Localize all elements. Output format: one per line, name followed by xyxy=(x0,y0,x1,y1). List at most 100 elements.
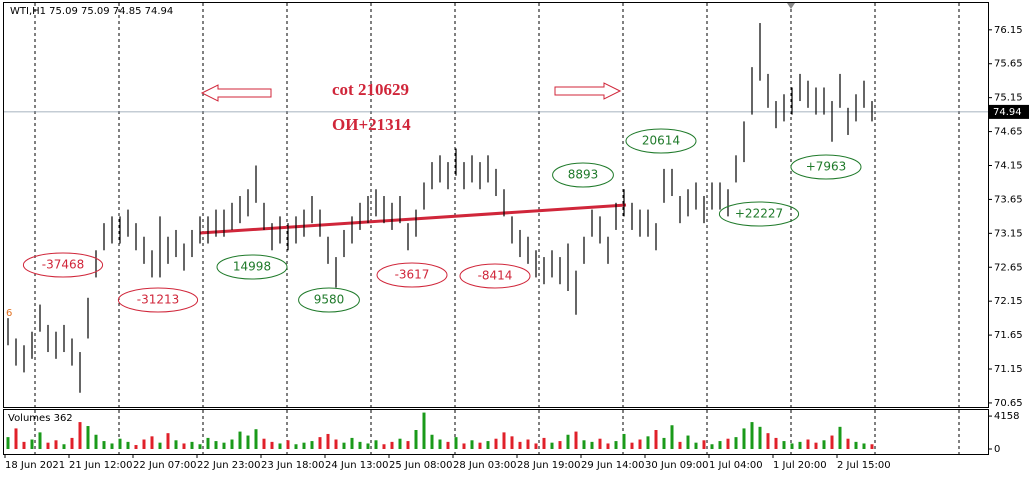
volume-bar xyxy=(286,440,290,449)
y-tick-label: 70.65 xyxy=(994,398,1023,409)
x-tick-label: 22 Jun 07:00 xyxy=(133,460,197,471)
volume-bar xyxy=(174,440,178,449)
volume-bar xyxy=(78,422,82,449)
annotation-label: 9580 xyxy=(314,293,345,307)
annotation-ellipse xyxy=(216,254,288,280)
volume-bar xyxy=(318,437,322,449)
volume-bar xyxy=(374,440,378,449)
volume-bar xyxy=(38,432,42,449)
volume-bar xyxy=(126,441,130,449)
trend-line xyxy=(199,203,627,235)
y-tick-label: 76.15 xyxy=(994,25,1023,36)
volume-bar xyxy=(486,441,490,449)
volume-bar xyxy=(510,436,514,449)
cot-note: cot 210629 xyxy=(332,80,409,99)
x-tick-label: 25 Jun 08:00 xyxy=(389,460,453,471)
volume-bar xyxy=(110,443,114,449)
volume-bar xyxy=(62,444,66,449)
volume-bar xyxy=(590,441,594,449)
annotation-label: 20614 xyxy=(642,134,680,148)
volume-bar xyxy=(710,444,714,449)
volume-bar xyxy=(6,437,10,449)
volume-bar xyxy=(774,437,778,449)
volume-bar xyxy=(358,441,362,449)
volume-bar xyxy=(294,444,298,449)
annotation-ellipse xyxy=(459,263,531,289)
volume-bar xyxy=(638,439,642,449)
volume-bar xyxy=(102,441,106,449)
chart-title: WTI,H1 75.09 75.09 74.85 74.94 xyxy=(10,6,173,17)
volume-bar xyxy=(142,439,146,449)
volume-bar xyxy=(262,438,266,449)
x-tick-label: 28 Jun 03:00 xyxy=(453,460,517,471)
volume-bar xyxy=(238,431,242,449)
x-tick-label: 21 Jun 12:00 xyxy=(69,460,133,471)
volume-bar xyxy=(198,444,202,449)
volume-bar xyxy=(550,442,554,449)
volume-bar xyxy=(310,441,314,449)
volume-bar xyxy=(182,443,186,449)
volume-bar xyxy=(422,412,426,449)
y-tick-label: 75.15 xyxy=(994,93,1023,104)
volume-bar xyxy=(494,438,498,449)
y-tick-label: 75.65 xyxy=(994,59,1023,70)
volume-bar xyxy=(654,430,658,449)
volume-title: Volumes 362 xyxy=(8,413,73,424)
volume-bar xyxy=(846,438,850,449)
annotation-ellipse xyxy=(376,262,448,288)
volume-bar xyxy=(646,436,650,449)
volume-bar xyxy=(206,437,210,449)
volume-bar xyxy=(158,442,162,449)
volume-bar xyxy=(30,439,34,449)
last-price-box xyxy=(989,104,1029,119)
volume-bar xyxy=(270,441,274,449)
oi-note: ОИ+21314 xyxy=(332,115,411,134)
volume-bar xyxy=(438,439,442,449)
volume-frame xyxy=(3,409,989,455)
volume-bar xyxy=(694,442,698,449)
arrow-left xyxy=(200,84,272,102)
volume-tick-label: 0 xyxy=(994,444,1000,455)
volume-bar xyxy=(278,443,282,449)
x-tick-label: 30 Jun 09:00 xyxy=(645,460,709,471)
volume-bar xyxy=(854,441,858,449)
volume-bar xyxy=(446,441,450,449)
volume-bar xyxy=(518,441,522,449)
volume-bar xyxy=(542,437,546,449)
last-price-label: 74.94 xyxy=(993,107,1022,118)
volume-bar xyxy=(566,434,570,449)
volume-bar xyxy=(862,443,866,449)
volume-bar xyxy=(246,435,250,449)
volume-bar xyxy=(398,438,402,449)
volume-bar xyxy=(134,445,138,449)
volume-bar xyxy=(454,437,458,449)
volume-bar xyxy=(350,437,354,449)
annotation-label: -31213 xyxy=(137,293,180,307)
volume-bar xyxy=(414,430,418,449)
volume-bar xyxy=(254,429,258,449)
volume-bar xyxy=(686,435,690,449)
volume-bar xyxy=(86,426,90,449)
y-tick-label: 73.65 xyxy=(994,194,1023,205)
x-tick-label: 24 Jun 13:00 xyxy=(325,460,389,471)
volume-bar xyxy=(766,433,770,449)
volume-bar xyxy=(870,444,874,449)
volume-bar xyxy=(718,441,722,449)
volume-bar xyxy=(750,422,754,449)
volume-bar xyxy=(830,435,834,449)
x-tick-label: 1 Jul 04:00 xyxy=(709,460,763,471)
volume-bar xyxy=(342,442,346,449)
volume-bar xyxy=(734,437,738,449)
x-tick-label: 2 Jul 15:00 xyxy=(837,460,891,471)
y-tick-label: 71.65 xyxy=(994,330,1023,341)
x-tick-label: 22 Jun 23:00 xyxy=(197,460,261,471)
volume-bar xyxy=(782,441,786,449)
volume-bar xyxy=(630,442,634,449)
day-separators xyxy=(34,3,960,454)
annotation-label: -8414 xyxy=(478,269,513,283)
volume-bar xyxy=(462,443,466,449)
volume-bar xyxy=(222,442,226,449)
volume-bar xyxy=(678,441,682,449)
